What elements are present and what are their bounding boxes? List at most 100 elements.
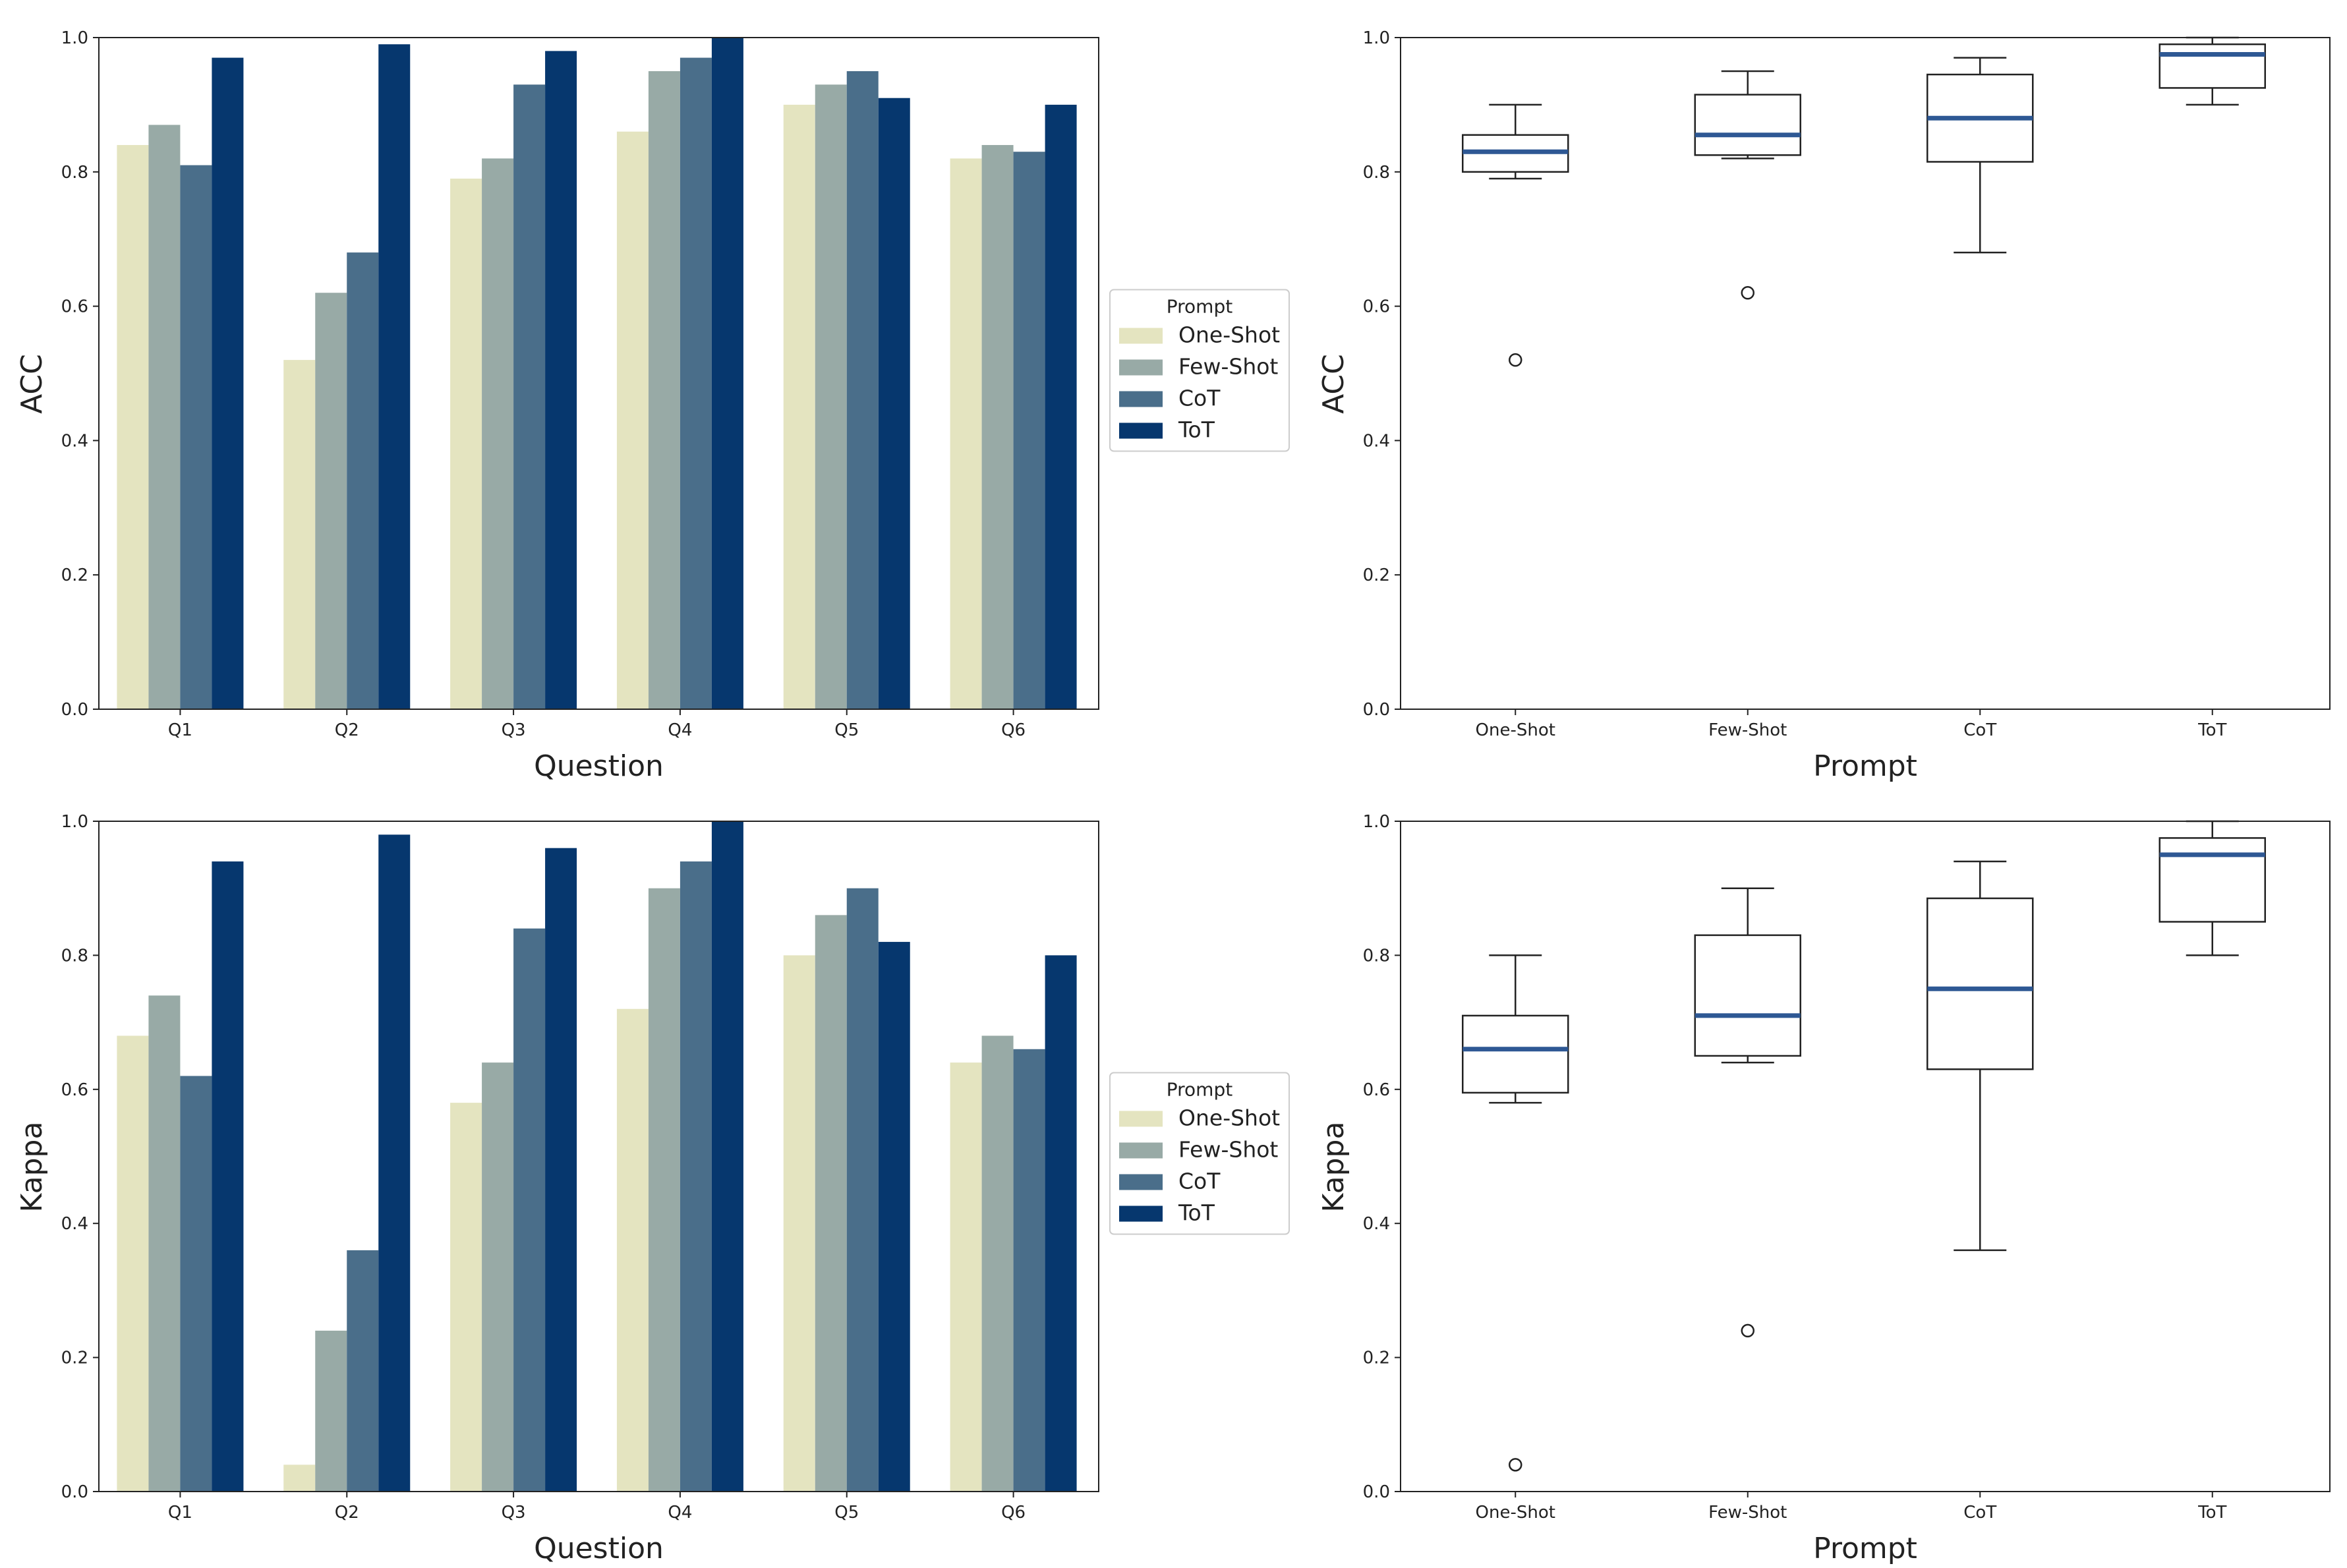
x-tick-label: Q3: [502, 720, 526, 740]
y-tick-label: 0.8: [1363, 946, 1390, 966]
bar-cot-q6: [1013, 1049, 1045, 1492]
bar-cot-q4: [680, 57, 712, 709]
legend: Prompt One-Shot Few-Shot CoT ToT: [1109, 289, 1290, 452]
y-tick-label: 0.8: [61, 946, 88, 966]
bar-one-shot-q4: [616, 1008, 649, 1492]
outlier-one-shot: [1509, 353, 1522, 367]
y-axis-label: ACC: [1317, 354, 1350, 414]
bar-cot-q5: [846, 888, 879, 1492]
legend-label-cot: CoT: [1178, 386, 1221, 411]
bar-few-shot-q4: [648, 888, 680, 1492]
bar-few-shot-q1: [148, 995, 181, 1492]
x-tick-label: ToT: [2197, 1503, 2226, 1523]
y-tick-label: 0.2: [1363, 1349, 1390, 1368]
x-tick-label: Q2: [335, 720, 359, 740]
y-tick-label: 0.0: [61, 700, 88, 720]
x-tick-label: Q2: [335, 1503, 359, 1523]
plot-frame: [98, 821, 1099, 1492]
legend-label-few-shot: Few-Shot: [1178, 1137, 1278, 1163]
x-axis-label: Prompt: [1813, 1532, 1917, 1565]
bar-few-shot-q6: [981, 1035, 1014, 1492]
legend: Prompt One-Shot Few-Shot CoT ToT: [1109, 1072, 1290, 1235]
box-one-shot: [1462, 1014, 1569, 1094]
bar-cot-q2: [347, 252, 379, 710]
bar-one-shot-q2: [283, 360, 316, 709]
x-tick-label: CoT: [1963, 720, 1996, 740]
y-tick-label: 0.0: [61, 1482, 88, 1502]
bar-cot-q4: [680, 861, 712, 1492]
y-axis-label: ACC: [15, 354, 49, 414]
y-tick-label: 0.2: [61, 1349, 88, 1368]
y-tick-label: 1.0: [1363, 812, 1390, 832]
bar-one-shot-q5: [783, 104, 815, 709]
bar-cot-q5: [846, 71, 879, 709]
bar-one-shot-q2: [283, 1465, 316, 1492]
legend-swatch-one-shot: [1119, 328, 1163, 344]
bar-one-shot-q3: [450, 178, 482, 709]
x-axis-label: Question: [534, 1532, 664, 1565]
x-tick-label: Q4: [668, 1503, 692, 1523]
bar-few-shot-q4: [648, 71, 680, 709]
x-tick-label: Few-Shot: [1708, 1503, 1787, 1523]
y-tick-label: 0.4: [1363, 431, 1390, 451]
x-tick-label: ToT: [2197, 720, 2226, 740]
y-axis-label: Kappa: [15, 1122, 49, 1213]
x-axis-label: Prompt: [1813, 749, 1917, 783]
bar-tot-q6: [1045, 955, 1077, 1492]
x-tick-label: Few-Shot: [1708, 720, 1787, 740]
y-tick-label: 0.2: [1363, 566, 1390, 585]
bar-cot-q2: [347, 1250, 379, 1492]
bar-tot-q2: [378, 44, 411, 709]
box-tot: [2159, 43, 2266, 89]
y-axis-label: Kappa: [1317, 1122, 1350, 1213]
bar-tot-q1: [212, 861, 244, 1492]
y-tick-label: 0.4: [61, 1214, 88, 1234]
x-tick-label: Q1: [168, 1503, 192, 1523]
plot-frame: [98, 37, 1099, 710]
bar-few-shot-q5: [815, 915, 847, 1492]
legend-swatch-tot: [1119, 1205, 1163, 1222]
bar-cot-q6: [1013, 152, 1045, 710]
legend-swatch-cot: [1119, 1174, 1163, 1190]
bar-tot-q2: [378, 834, 411, 1492]
legend-title: Prompt: [1167, 1079, 1232, 1101]
x-axis-label: Question: [534, 749, 664, 783]
legend-swatch-few-shot: [1119, 1142, 1163, 1159]
x-tick-label: Q4: [668, 720, 692, 740]
bar-one-shot-q4: [616, 131, 649, 709]
y-tick-label: 0.6: [1363, 1080, 1390, 1100]
x-tick-label: Q6: [1001, 1503, 1026, 1523]
legend-swatch-few-shot: [1119, 359, 1163, 376]
y-tick-label: 0.8: [1363, 163, 1390, 183]
bar-one-shot-q1: [117, 145, 149, 710]
x-tick-label: CoT: [1963, 1503, 1996, 1523]
bar-few-shot-q3: [482, 1062, 514, 1492]
legend-label-few-shot: Few-Shot: [1178, 354, 1278, 380]
outlier-one-shot: [1509, 1458, 1522, 1472]
bar-tot-q3: [545, 51, 577, 709]
bar-cot-q3: [513, 84, 546, 709]
bar-tot-q1: [212, 57, 244, 709]
bar-few-shot-q2: [315, 293, 347, 710]
y-tick-label: 0.6: [61, 297, 88, 317]
box-cot: [1927, 897, 2034, 1070]
bar-few-shot-q6: [981, 145, 1014, 710]
acc-by-prompt-box-plot: 0.0 0.2 0.4 0.6 0.8 1.0 ACC Prompt One-Shot Few-S…: [1317, 28, 2331, 783]
acc-by-question-bar-chart: 0.0 0.2 0.4 0.6 0.8 1.0 ACC Question Q1 Q2 Q3 Q4 Q5 Q…: [15, 28, 1290, 783]
legend-swatch-tot: [1119, 422, 1163, 439]
legend-label-cot: CoT: [1178, 1169, 1221, 1194]
y-tick-label: 0.2: [61, 566, 88, 585]
plot-frame: [1400, 821, 2331, 1492]
x-tick-label: Q5: [834, 720, 859, 740]
bar-one-shot-q6: [950, 1062, 982, 1492]
y-tick-label: 1.0: [61, 812, 88, 832]
bar-few-shot-q3: [482, 158, 514, 710]
x-tick-label: Q3: [502, 1503, 526, 1523]
bar-one-shot-q5: [783, 955, 815, 1492]
bar-cot-q1: [180, 165, 212, 710]
bar-one-shot-q1: [117, 1035, 149, 1492]
bar-tot-q5: [878, 942, 910, 1492]
bar-tot-q5: [878, 98, 910, 709]
y-tick-label: 0.8: [61, 163, 88, 183]
